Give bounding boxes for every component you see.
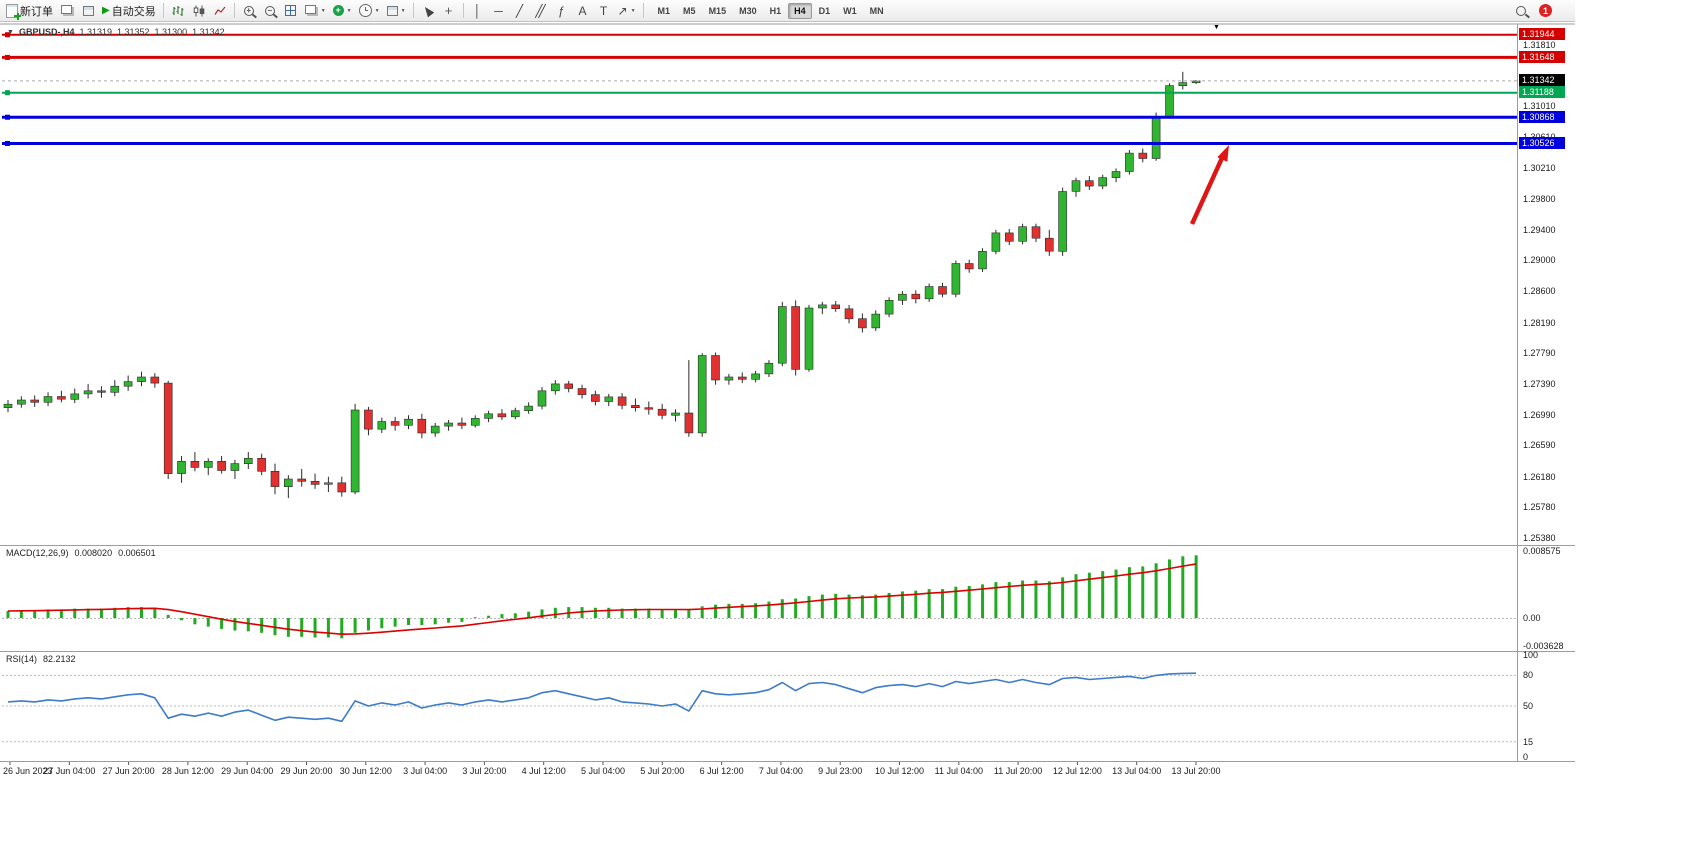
line-chart-button[interactable] bbox=[210, 1, 230, 21]
rsi-header: RSI(14) 82.2132 bbox=[6, 654, 76, 664]
macd-header: MACD(12,26,9) 0.008020 0.006501 bbox=[6, 548, 156, 558]
profiles-icon bbox=[82, 5, 94, 16]
toolbar-right-group: 1 bbox=[1511, 1, 1552, 21]
open-value: 1.31319 bbox=[79, 27, 112, 37]
search-button[interactable] bbox=[1511, 1, 1531, 21]
crosshair-button[interactable]: + bbox=[439, 1, 459, 21]
tile-windows-button[interactable] bbox=[281, 1, 301, 21]
timeframe-button-d1[interactable]: D1 bbox=[818, 5, 831, 16]
bar-chart-button[interactable] bbox=[168, 1, 188, 21]
timeframe-toolbar: M1 M5 M15 M30 H1 H4 D1 W1 MN bbox=[652, 2, 890, 19]
tile-windows-icon bbox=[285, 5, 297, 16]
play-icon: ▶ bbox=[102, 4, 110, 16]
indicators-icon bbox=[332, 5, 344, 16]
high-value: 1.31352 bbox=[117, 27, 150, 37]
indicators-button[interactable]: ▼ bbox=[330, 1, 355, 21]
vertical-line-icon: │ bbox=[473, 3, 482, 18]
search-icon bbox=[1516, 5, 1526, 16]
macd-panel[interactable] bbox=[0, 546, 1517, 651]
text-tool-button[interactable]: A bbox=[573, 1, 593, 21]
crosshair-icon: + bbox=[444, 3, 453, 18]
cursor-icon bbox=[421, 4, 434, 17]
trendline-icon: ╱ bbox=[515, 3, 524, 18]
channel-icon: ╱╱ bbox=[535, 3, 546, 18]
charts-window-button[interactable] bbox=[57, 1, 77, 21]
line-chart-icon bbox=[214, 6, 226, 15]
new-order-button[interactable]: 新订单 bbox=[3, 1, 56, 21]
toolbar-separator bbox=[462, 3, 464, 18]
macd-signal-value: 0.006501 bbox=[118, 548, 156, 558]
cursor-button[interactable] bbox=[418, 1, 438, 21]
timeframe-button-h1[interactable]: H1 bbox=[769, 5, 782, 16]
new-order-icon bbox=[6, 3, 21, 20]
main-chart-panel[interactable] bbox=[0, 24, 1517, 545]
auto-trading-label: 自动交易 bbox=[111, 5, 156, 18]
timeframe-button-m1[interactable]: M1 bbox=[657, 5, 671, 16]
templates-button[interactable]: ▼ bbox=[384, 1, 409, 21]
periods-button[interactable]: ▼ bbox=[356, 1, 383, 21]
arrow-tool-icon: ↗ bbox=[617, 3, 628, 18]
timeframe-button-w1[interactable]: W1 bbox=[843, 5, 857, 16]
text-tool-icon: A bbox=[578, 3, 587, 18]
timeframe-button-h4[interactable]: H4 bbox=[788, 2, 812, 19]
templates-icon bbox=[386, 5, 398, 16]
chart-shift-marker[interactable]: ▼ bbox=[1213, 24, 1220, 31]
candlestick-chart-button[interactable] bbox=[189, 1, 209, 21]
timeframe-button-m30[interactable]: M30 bbox=[739, 5, 757, 16]
macd-label: MACD(12,26,9) bbox=[6, 548, 69, 558]
rsi-value: 82.2132 bbox=[43, 654, 76, 664]
price-axis[interactable] bbox=[1517, 24, 1575, 762]
chart-ohlc-header: ▼ GBPUSD-,H4 1.31319 1.31352 1.31300 1.3… bbox=[7, 27, 225, 37]
low-value: 1.31300 bbox=[154, 27, 188, 37]
chevron-down-icon: ▼ bbox=[320, 7, 326, 14]
candlestick-chart-icon bbox=[193, 5, 205, 16]
zoom-in-icon: + bbox=[243, 5, 254, 16]
timeframe-button-m15[interactable]: M15 bbox=[708, 5, 727, 16]
channel-button[interactable]: ╱╱ bbox=[531, 1, 551, 21]
symbol-period-label: GBPUSD-,H4 bbox=[18, 27, 75, 37]
rsi-label: RSI(14) bbox=[6, 654, 38, 664]
profiles-button[interactable] bbox=[78, 1, 98, 21]
timeframe-button-mn[interactable]: MN bbox=[869, 5, 884, 16]
chevron-down-icon: ▼ bbox=[346, 7, 352, 14]
toolbar-separator bbox=[412, 3, 414, 18]
horizontal-line-icon: ─ bbox=[494, 3, 503, 18]
toolbar-separator bbox=[642, 3, 644, 18]
chevron-down-icon: ▼ bbox=[374, 7, 380, 14]
zoom-in-button[interactable]: + bbox=[239, 1, 259, 21]
toolbar: 新订单 ▶ 自动交易 + − ▼ ▼ ▼ ▼ bbox=[0, 0, 1575, 22]
label-tool-button[interactable]: T bbox=[594, 1, 614, 21]
trendline-button[interactable]: ╱ bbox=[510, 1, 530, 21]
arrows-button[interactable]: ↗ ▼ bbox=[615, 1, 639, 21]
clock-icon bbox=[358, 4, 372, 17]
bar-chart-icon bbox=[172, 5, 184, 16]
toolbar-separator bbox=[162, 3, 164, 18]
one-click-trading-toggle[interactable]: ▼ bbox=[7, 28, 14, 36]
time-axis[interactable] bbox=[0, 762, 1575, 782]
zoom-out-button[interactable]: − bbox=[260, 1, 280, 21]
chevron-down-icon: ▼ bbox=[400, 7, 406, 14]
rsi-panel[interactable] bbox=[0, 652, 1517, 761]
chevron-down-icon: ▼ bbox=[630, 7, 636, 14]
fibonacci-icon: ƒ bbox=[558, 3, 565, 18]
timeframe-button-m5[interactable]: M5 bbox=[683, 5, 696, 16]
close-value: 1.31342 bbox=[192, 27, 225, 37]
notification-badge[interactable]: 1 bbox=[1539, 4, 1552, 17]
horizontal-line-button[interactable]: ─ bbox=[489, 1, 509, 21]
auto-trading-button[interactable]: ▶ 自动交易 bbox=[99, 1, 159, 21]
chart-window-icon bbox=[60, 5, 72, 14]
cascade-windows-icon bbox=[304, 5, 316, 14]
cascade-windows-button[interactable]: ▼ bbox=[302, 1, 329, 21]
vertical-line-button[interactable]: │ bbox=[468, 1, 488, 21]
macd-main-value: 0.008020 bbox=[74, 548, 113, 558]
fibonacci-button[interactable]: ƒ bbox=[552, 1, 572, 21]
zoom-out-icon: − bbox=[264, 5, 275, 16]
new-order-label: 新订单 bbox=[20, 5, 53, 18]
label-tool-icon: T bbox=[599, 3, 608, 18]
toolbar-separator bbox=[233, 3, 235, 18]
